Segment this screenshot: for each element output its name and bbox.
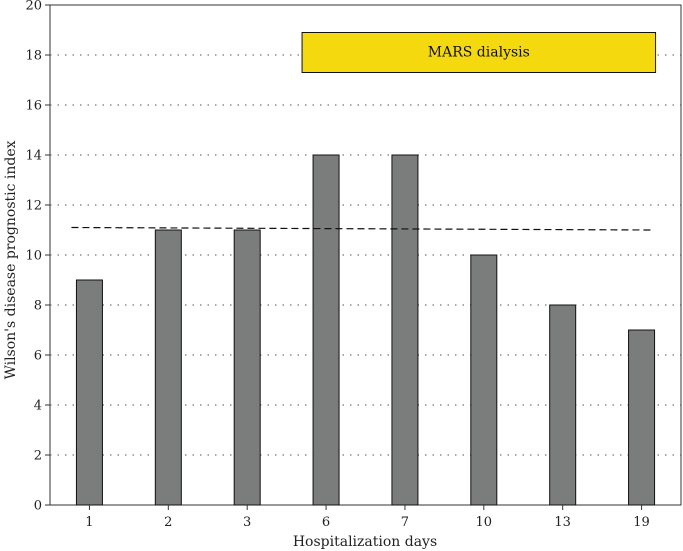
bar-day-13: [549, 304, 577, 506]
x-axis-title: Hospitalization days: [293, 534, 437, 550]
x-tick-label: 7: [401, 515, 409, 530]
y-tick-label: 18: [25, 49, 42, 64]
bar-day-2: [154, 229, 182, 506]
x-axis-ticks: 1 2 3 6 7 10 13 19: [85, 505, 650, 530]
x-tick-label: 3: [243, 515, 251, 530]
x-tick-label: 10: [476, 515, 493, 530]
y-axis-title: Wilson's disease prognostic index: [3, 140, 19, 379]
bar-day-1: [75, 279, 103, 506]
y-tick-label: 16: [25, 99, 42, 114]
mars-dialysis-label: MARS dialysis: [428, 45, 530, 61]
y-tick-label: 4: [34, 399, 42, 414]
bars: [75, 154, 656, 506]
x-tick-label: 19: [633, 515, 650, 530]
bar-day-3: [233, 229, 261, 506]
y-tick-label: 14: [25, 149, 42, 164]
y-tick-label: 6: [34, 349, 42, 364]
y-axis-ticks: 0 2 4 6 8 10 12 14 16 18 20: [25, 0, 50, 514]
x-tick-label: 6: [322, 515, 330, 530]
y-tick-label: 2: [34, 449, 42, 464]
bar-day-19: [628, 329, 656, 506]
bar-day-7: [391, 154, 419, 506]
bar-day-6: [312, 154, 340, 506]
y-tick-label: 12: [25, 199, 42, 214]
annotation-group: MARS dialysis: [301, 32, 657, 73]
bar-day-10: [470, 254, 498, 506]
y-tick-label: 20: [25, 0, 42, 14]
y-tick-label: 8: [34, 299, 42, 314]
x-tick-label: 13: [554, 515, 571, 530]
x-tick-label: 1: [85, 515, 93, 530]
y-tick-label: 0: [34, 499, 42, 514]
x-tick-label: 2: [164, 515, 172, 530]
mars-dialysis-box: [301, 32, 657, 73]
y-tick-label: 10: [25, 249, 42, 264]
threshold-dashed-line: [71, 226, 652, 231]
